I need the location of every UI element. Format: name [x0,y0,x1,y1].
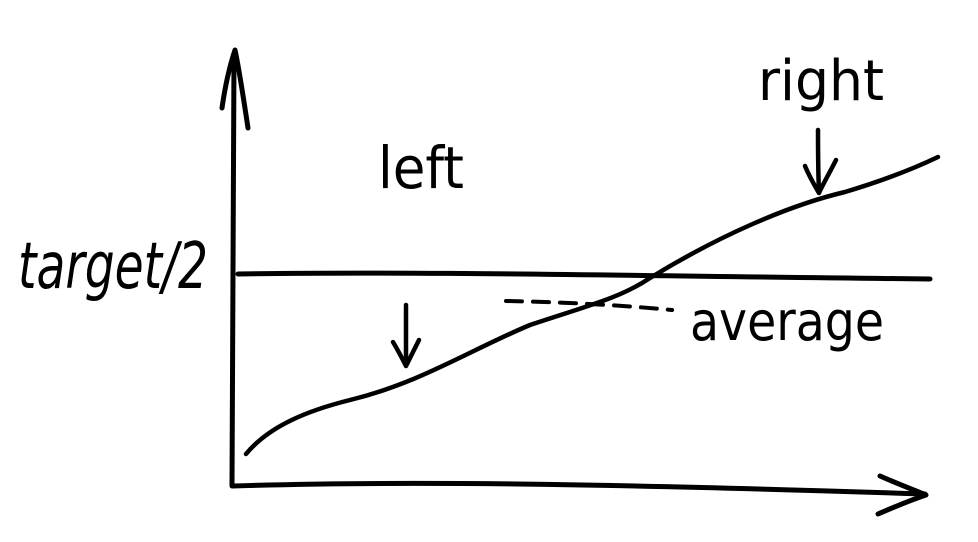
left-label: left [378,134,464,202]
target-half-line [235,270,933,282]
left-arrowhead [390,337,422,369]
y-axis-label: target/2 [18,230,208,304]
average-label: average [690,290,884,353]
x-axis-arrowhead [875,473,929,517]
right-label: right [758,49,884,114]
y-axis-arrowhead [219,47,251,131]
y-axis [229,52,237,489]
right-arrowhead [802,157,839,196]
x-axis [230,480,928,497]
average-dashed-line [504,299,674,312]
right-arrow-shaft [815,127,822,195]
